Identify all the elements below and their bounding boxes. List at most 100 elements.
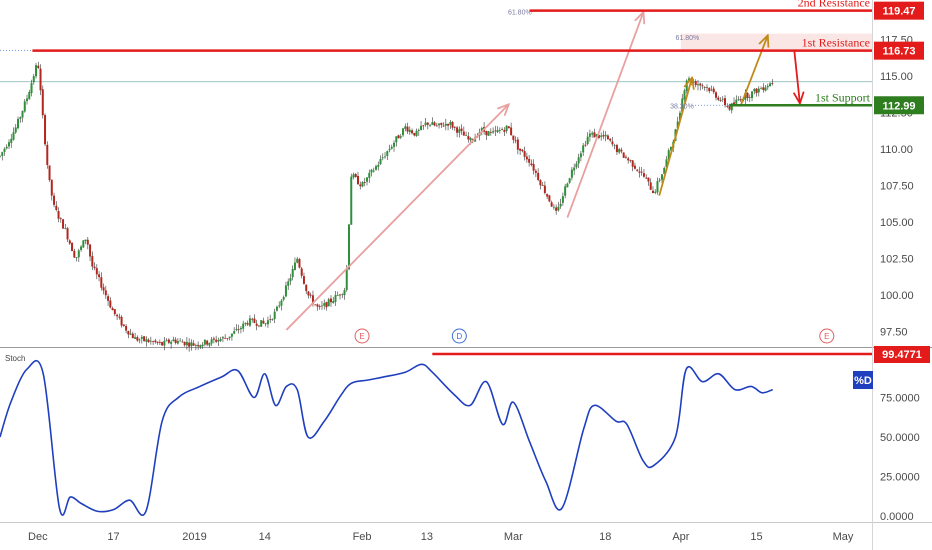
candle-body (498, 130, 501, 131)
candle (543, 181, 546, 195)
candle-body (57, 210, 60, 219)
candle-body (733, 102, 736, 105)
candle (217, 337, 220, 346)
candle-body (350, 176, 353, 225)
candle (300, 267, 303, 279)
candle-body (224, 337, 227, 339)
candle-body (136, 337, 139, 341)
candle (726, 103, 729, 109)
candle-body (235, 328, 238, 331)
candle-body (167, 339, 170, 343)
candle-body (399, 136, 402, 138)
candle (559, 198, 562, 209)
candle (422, 125, 425, 130)
candle (210, 336, 213, 347)
candle-body (275, 306, 278, 311)
candle-body (91, 256, 94, 267)
candle-body (627, 158, 630, 161)
candle-body (525, 156, 528, 160)
candle-body (489, 132, 492, 133)
candle (167, 338, 170, 345)
candle-body (717, 97, 720, 100)
candle-body (84, 239, 87, 242)
candle (248, 315, 251, 327)
candle-body (748, 97, 751, 98)
candle (449, 120, 452, 129)
candle (424, 117, 427, 127)
candle (584, 140, 587, 147)
candle (0, 155, 1, 158)
candle-body (26, 98, 29, 102)
candle (19, 116, 22, 123)
candle-body (82, 240, 85, 248)
candle-body (5, 146, 8, 149)
candle-body (453, 126, 456, 128)
candle-body (676, 121, 679, 129)
candle-body (381, 157, 384, 159)
candle-body (388, 148, 391, 151)
candle (372, 167, 375, 173)
candle (17, 116, 20, 130)
fib-label: 61.80% (675, 35, 699, 42)
candle (314, 304, 317, 306)
candle-body (721, 98, 724, 100)
candle (48, 165, 51, 182)
candle (255, 319, 258, 331)
candle-body (3, 148, 6, 152)
event-marker-circle (451, 328, 467, 344)
candle (460, 124, 463, 135)
candle (523, 146, 526, 161)
candle-body (181, 341, 184, 343)
candle-body (32, 76, 35, 83)
candle (568, 177, 571, 184)
candle-body (411, 130, 414, 134)
candle (41, 85, 44, 119)
candle (77, 248, 80, 263)
candle (651, 186, 654, 194)
candle (278, 301, 281, 309)
candle-body (165, 340, 168, 342)
candle-body (694, 81, 697, 86)
candle (86, 236, 89, 250)
candle-body (190, 342, 193, 346)
candle-body (100, 277, 103, 288)
candle (548, 194, 551, 203)
level-1st-resistance: 1st Resistance 116.73 (0, 36, 924, 60)
candle-body (701, 85, 704, 87)
event-marker: E (819, 328, 835, 344)
candle (505, 125, 508, 134)
level-badge (874, 41, 924, 60)
event-marker: D (451, 328, 467, 344)
time-tick-label: Dec (28, 531, 48, 543)
candle (762, 83, 765, 93)
candle (591, 131, 594, 138)
candle (715, 90, 718, 101)
candle-body (730, 103, 733, 111)
candle (350, 173, 353, 225)
candle (235, 324, 238, 332)
projection-arrow (658, 79, 691, 196)
candle (388, 144, 391, 153)
candle-body (68, 240, 71, 244)
candle-body (134, 337, 137, 339)
candle-body (273, 311, 276, 320)
candle-body (316, 304, 319, 307)
candle-body (363, 182, 366, 183)
candle-body (647, 177, 650, 182)
osc-tick-label: 75.0000 (880, 393, 920, 405)
candle-body (586, 136, 589, 145)
candle (771, 79, 774, 86)
candle-body (555, 207, 558, 211)
time-tick-label: Feb (353, 531, 372, 543)
fib-label: 61.80% (508, 9, 532, 16)
candle-body (154, 340, 157, 342)
candle (622, 152, 625, 158)
candle (273, 308, 276, 323)
candle-body (62, 219, 65, 229)
candle-body (293, 262, 296, 270)
candle-body (708, 87, 711, 92)
candle (541, 182, 544, 186)
candle (316, 303, 319, 311)
